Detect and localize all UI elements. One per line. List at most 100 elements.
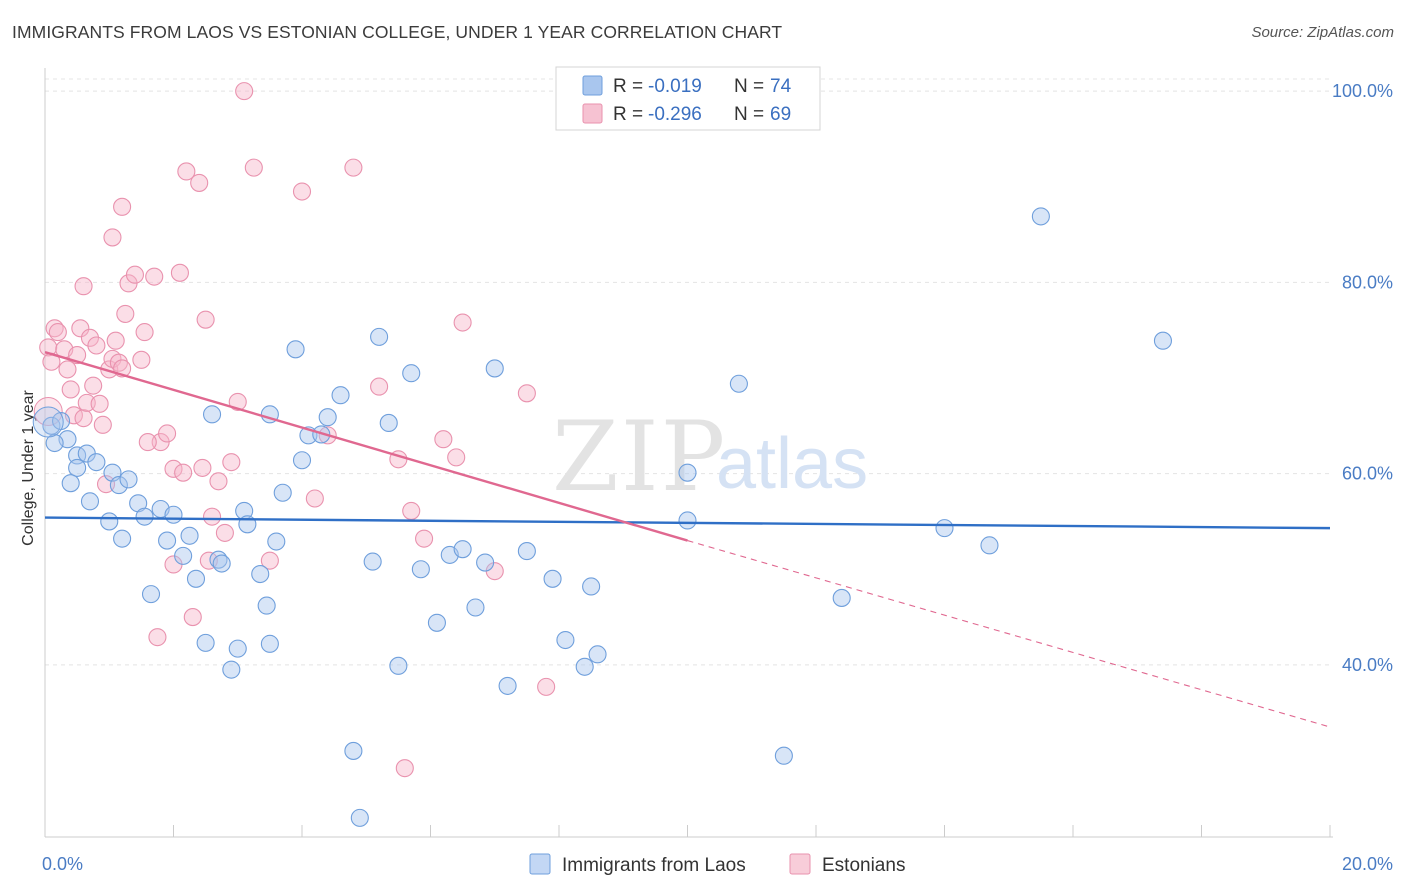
legend-n-label-1: N =: [734, 76, 764, 97]
estonians-point-44: [292, 182, 312, 201]
estonians-point-57: [517, 384, 536, 403]
estonians-point-22: [116, 304, 135, 323]
laos-point-64: [774, 746, 793, 765]
estonians-point-51: [402, 501, 421, 520]
laos-point-67: [980, 536, 999, 555]
laos-point-cluster: [32, 406, 64, 438]
y-tick-label-3: 100.0%: [1332, 81, 1393, 101]
laos-point-53: [485, 359, 504, 378]
laos-point-63: [729, 374, 748, 393]
laos-point-66: [935, 519, 954, 538]
x-tick-label-0: 0.0%: [42, 854, 83, 874]
estonians-point-39: [222, 453, 241, 472]
laos-point-18: [174, 546, 193, 565]
laos-point-68: [1031, 207, 1050, 226]
axes: [44, 68, 1333, 838]
estonians-point-36: [203, 507, 222, 526]
estonians-point-12: [80, 328, 100, 347]
y-tick-label-2: 80.0%: [1342, 272, 1393, 292]
estonians-point-64: [174, 463, 193, 482]
estonians-point-37: [209, 472, 228, 491]
estonians-point-50: [395, 759, 414, 778]
legend-r-label-2: R =: [613, 104, 643, 125]
laos-point-56: [543, 569, 562, 588]
estonians-point-6: [61, 380, 80, 399]
laos-point-69: [1153, 331, 1172, 350]
trend-lines: [44, 351, 1331, 728]
laos-point-17: [164, 505, 183, 524]
laos-point-38: [318, 408, 337, 427]
estonians-point-20: [109, 353, 128, 372]
laos-point-4: [68, 458, 87, 477]
laos-point-22: [203, 405, 222, 424]
laos-point-10: [113, 529, 132, 548]
watermark-atlas: atlas: [716, 424, 868, 504]
laos-point-0: [42, 416, 61, 435]
x-tick-label-1: 20.0%: [1342, 854, 1393, 874]
laos-point-73: [212, 554, 231, 573]
laos-point-20: [186, 569, 206, 588]
laos-point-24: [222, 660, 241, 679]
laos-point-11: [119, 470, 138, 489]
estonians-point-53: [434, 430, 453, 449]
laos-point-45: [389, 656, 408, 675]
laos-point-33: [273, 483, 292, 502]
estonians-point-15: [90, 394, 109, 413]
y-tick-label-0: 40.0%: [1342, 655, 1393, 675]
laos-point-54: [498, 676, 517, 695]
laos-point-48: [427, 613, 446, 632]
estonians-point-26: [135, 323, 154, 342]
estonians-point-30: [164, 459, 183, 478]
legend-swatch-pink: [582, 103, 603, 124]
laos-point-19: [180, 526, 199, 545]
estonians-point-11: [77, 393, 96, 412]
estonians-point-27: [145, 267, 164, 286]
estonians-point-24: [125, 265, 144, 284]
estonians-point-55: [453, 313, 472, 332]
laos-point-21: [196, 633, 215, 652]
estonians-point-0: [39, 338, 58, 357]
legend-r-value-2: -0.296: [648, 104, 702, 125]
estonians-point-14: [87, 336, 106, 355]
laos-point-34: [286, 340, 305, 359]
laos-point-65: [832, 588, 851, 607]
estonians-point-40: [228, 392, 247, 411]
estonians-point-29: [158, 424, 177, 443]
estonians-point-66: [193, 458, 212, 477]
legend-r-label-1: R =: [613, 76, 643, 97]
estonians-point-60: [113, 197, 132, 216]
estonians-point-54: [447, 448, 466, 467]
bottom-legend-swatch-laos: [529, 853, 551, 875]
laos-point-40: [344, 741, 363, 760]
y-tick-label-1: 60.0%: [1342, 464, 1393, 484]
laos-point-29: [257, 596, 276, 615]
estonians-point-25: [132, 350, 151, 369]
laos-point-70: [45, 433, 64, 453]
estonians-point-16: [93, 415, 112, 434]
laos-point-41: [350, 808, 369, 827]
laos-point-28: [251, 564, 270, 584]
estonians-point-41: [235, 82, 254, 101]
bottom-legend-estonians: Estonians: [822, 855, 905, 876]
laos-point-30: [260, 634, 279, 653]
estonians-point-43: [260, 551, 279, 570]
estonians-point-63: [138, 433, 157, 452]
legend-n-value-2: 69: [770, 104, 791, 125]
laos-point-72: [100, 512, 119, 531]
estonians-trend-line: [44, 351, 688, 542]
laos-point-55: [517, 542, 536, 561]
estonians-point-13: [84, 376, 103, 395]
laos-point-50: [453, 540, 472, 559]
laos-point-58: [575, 657, 594, 676]
laos-point-61: [678, 463, 697, 482]
estonians-point-35: [196, 310, 215, 329]
estonians-point-59: [103, 228, 122, 247]
laos-point-13: [135, 507, 154, 526]
laos-point-7: [87, 453, 106, 472]
estonians-point-10: [74, 409, 93, 428]
bottom-legend-swatch-estonians: [789, 853, 811, 875]
estonians-point-52: [415, 529, 434, 548]
estonians-point-5: [58, 360, 77, 379]
estonians-point-61: [96, 475, 116, 494]
laos-point-52: [476, 553, 495, 572]
